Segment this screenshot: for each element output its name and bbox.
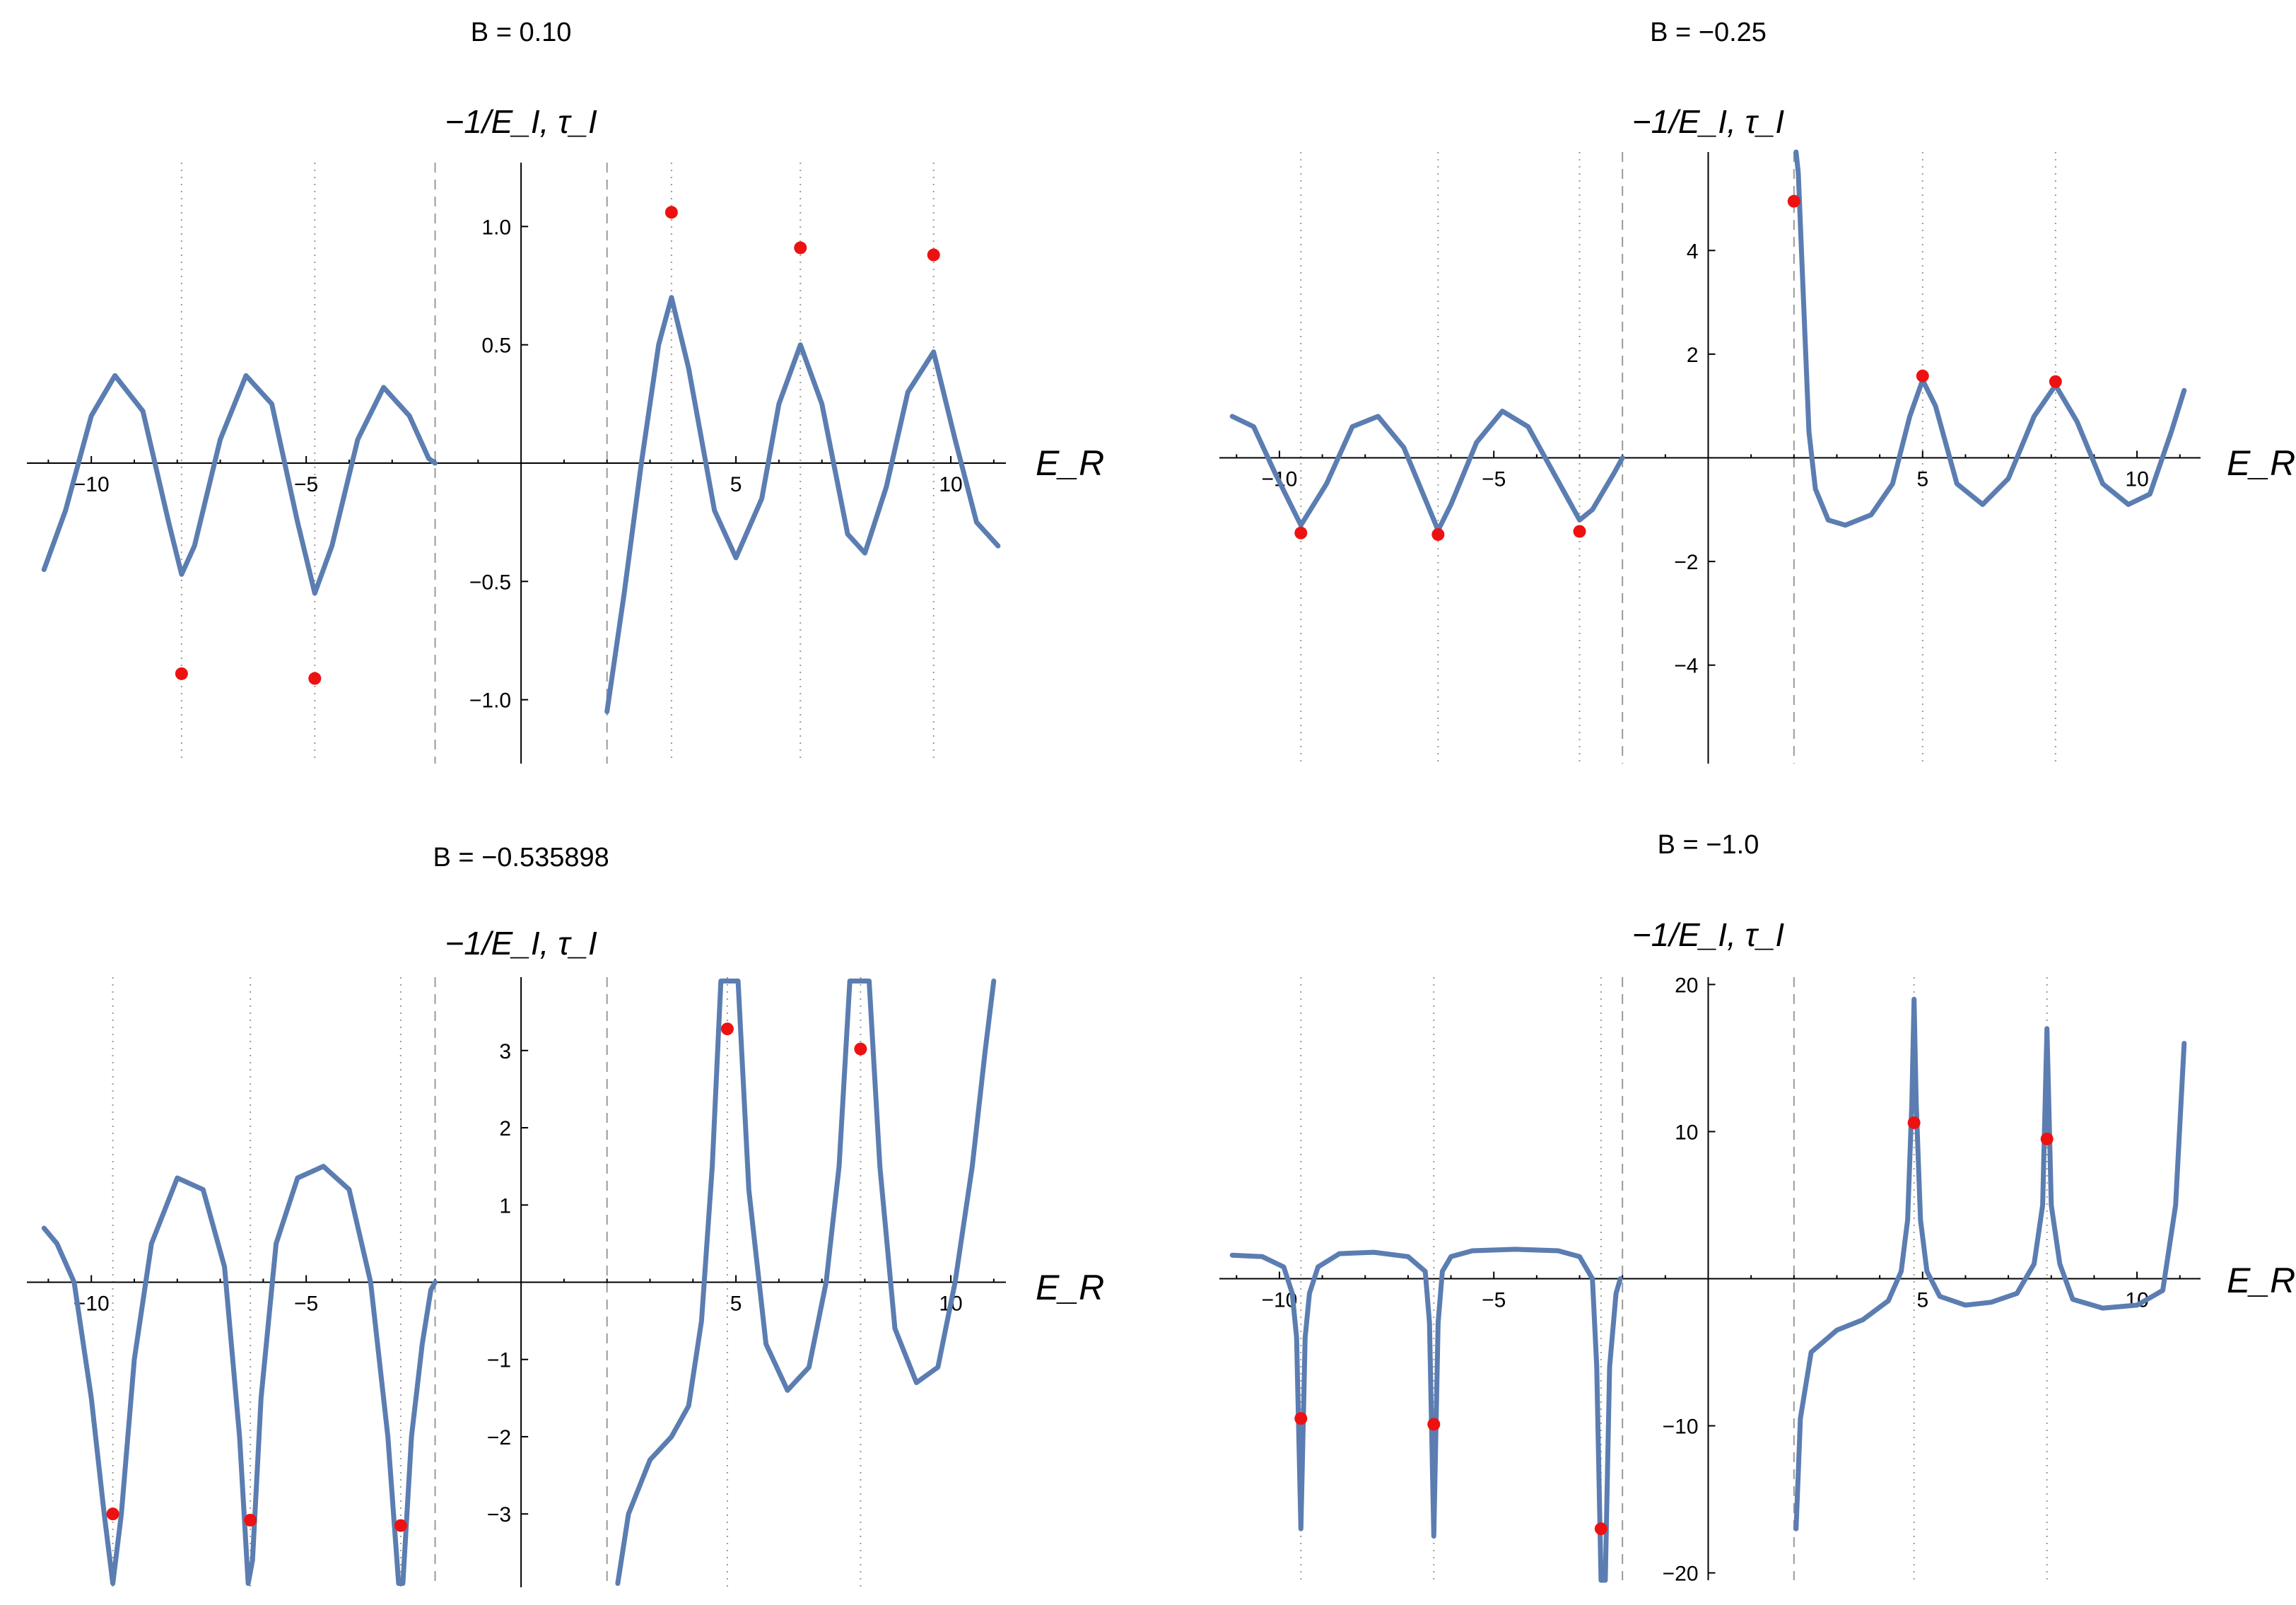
data-point [244,1513,257,1527]
data-point [1431,527,1445,541]
data-point [1907,1116,1921,1129]
y-tick-label: 2 [1687,344,1699,367]
data-point [720,1022,734,1036]
chart-title: B = −0.535898 [433,843,609,872]
data-point [854,1042,867,1056]
y-tick-label: 2 [499,1117,511,1140]
x-tick-label: 10 [939,473,962,496]
y-tick-label: 0.5 [481,334,511,358]
data-point [106,1507,119,1521]
data-curve [1229,1247,1623,1583]
chart-title: B = −0.25 [1650,18,1767,47]
y-tick-label: −20 [1663,1563,1699,1586]
data-point [2049,375,2062,388]
data-point [1294,526,1308,539]
x-tick-label: −5 [294,473,318,496]
y-tick-label: −0.5 [469,571,511,594]
y-axis-label: −1/E_I, τ_I [1632,103,1785,140]
y-tick-label: −2 [487,1426,511,1449]
y-tick-label: −10 [1663,1416,1699,1439]
data-point [1294,1412,1308,1425]
x-axis-label: E_R [2227,443,2295,483]
data-point [308,672,322,685]
x-tick-label: −5 [294,1292,318,1316]
data-point [927,248,940,262]
y-axis-label: −1/E_I, τ_I [445,103,597,140]
data-point [1916,369,1929,383]
y-tick-label: 1.0 [481,216,511,239]
x-tick-label: 5 [730,1292,742,1316]
data-point [664,206,678,219]
data-point [794,241,807,255]
x-axis-label: E_R [1036,1268,1104,1307]
x-tick-label: −5 [1482,468,1506,491]
chart-title: B = −1.0 [1658,830,1759,860]
data-point [1594,1522,1607,1536]
y-tick-label: 1 [499,1194,511,1218]
y-tick-label: −1.0 [469,689,511,713]
x-axis-label: E_R [1036,443,1104,483]
y-tick-label: −4 [1674,655,1698,678]
data-curve [41,1164,438,1586]
y-axis-label: −1/E_I, τ_I [1632,916,1785,953]
x-tick-label: 5 [1916,1289,1928,1312]
chart-title: B = 0.10 [471,18,572,47]
data-point [175,667,188,680]
chart-panel-b-0-10: B = 0.10 −1/E_I, τ_I E_R −10 −5 5 10 1.0 0.5 −… [27,18,1104,764]
data-point [1787,194,1800,208]
data-curve [615,979,997,1586]
y-tick-label: −3 [487,1503,511,1527]
chart-panel-b-minus-1-0: B = −1.0 −1/E_I, τ_I E_R −10 −5 5 102010−10… [1219,830,2295,1586]
y-tick-label: 20 [1675,974,1698,997]
y-tick-label: −2 [1674,551,1698,574]
y-tick-label: 3 [499,1040,511,1063]
data-point [1573,525,1586,538]
x-axis-label: E_R [2227,1261,2295,1300]
y-axis-label: −1/E_I, τ_I [445,925,597,962]
x-tick-label: 5 [1916,468,1928,491]
x-tick-label: −5 [1482,1289,1506,1312]
data-point [2040,1132,2054,1145]
data-point [1427,1418,1441,1431]
x-tick-label: 5 [730,473,742,496]
data-curve [41,373,438,596]
data-curve [1793,996,2187,1531]
y-tick-label: −1 [487,1349,511,1372]
chart-panel-b-minus-0-535898: B = −0.535898 −1/E_I, τ_I E_R −10 −5 5 1032… [27,843,1104,1587]
data-point [394,1519,407,1532]
x-tick-label: −10 [74,473,110,496]
y-tick-label: 4 [1687,240,1699,263]
x-tick-label: 10 [2125,468,2148,491]
y-tick-label: 10 [1675,1121,1698,1144]
data-curve [604,295,1001,714]
data-curve [1229,409,1625,533]
data-curve [1793,149,2187,528]
